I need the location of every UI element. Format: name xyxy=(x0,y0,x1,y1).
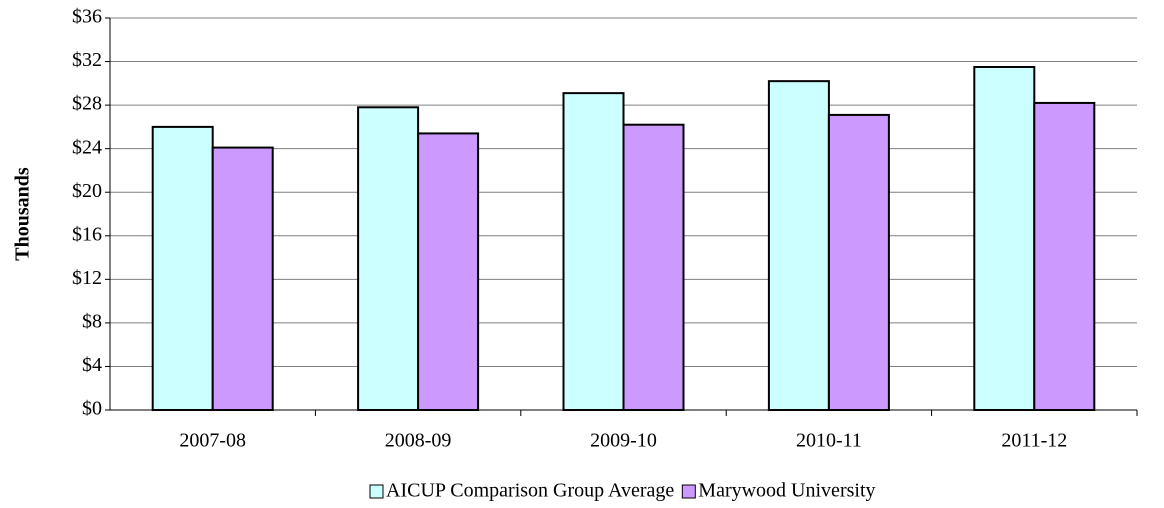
x-tick-label: 2010-11 xyxy=(796,430,862,452)
y-tick-label: $0 xyxy=(82,398,102,420)
y-tick-label: $12 xyxy=(72,267,102,289)
bar xyxy=(973,66,1036,411)
y-tick-label: $24 xyxy=(72,136,102,158)
legend-label: AICUP Comparison Group Average xyxy=(386,480,674,502)
y-tick-label: $28 xyxy=(72,93,102,115)
y-tick-label: $36 xyxy=(72,6,102,28)
y-tick-label: $8 xyxy=(82,310,102,332)
bar xyxy=(562,92,625,411)
legend-swatch xyxy=(681,484,696,499)
bar xyxy=(1033,101,1096,412)
y-tick-label: $20 xyxy=(72,180,102,202)
y-tick-label: $4 xyxy=(82,354,102,376)
bar xyxy=(211,146,274,411)
y-tick-label: $16 xyxy=(72,223,102,245)
y-tick-label: $32 xyxy=(72,49,102,71)
bar xyxy=(622,123,685,411)
x-tick-label: 2007-08 xyxy=(179,430,246,452)
x-tick-label: 2009-10 xyxy=(590,430,657,452)
y-axis-label: Thousands xyxy=(12,167,34,261)
x-tick-label: 2008-09 xyxy=(385,430,452,452)
x-tick-label: 2011-12 xyxy=(1001,430,1067,452)
legend-swatch xyxy=(369,484,384,499)
bar xyxy=(357,106,420,412)
bar xyxy=(827,113,890,412)
bar xyxy=(417,132,480,412)
legend-label: Marywood University xyxy=(698,480,875,502)
bar xyxy=(767,80,830,412)
bar xyxy=(151,125,214,411)
